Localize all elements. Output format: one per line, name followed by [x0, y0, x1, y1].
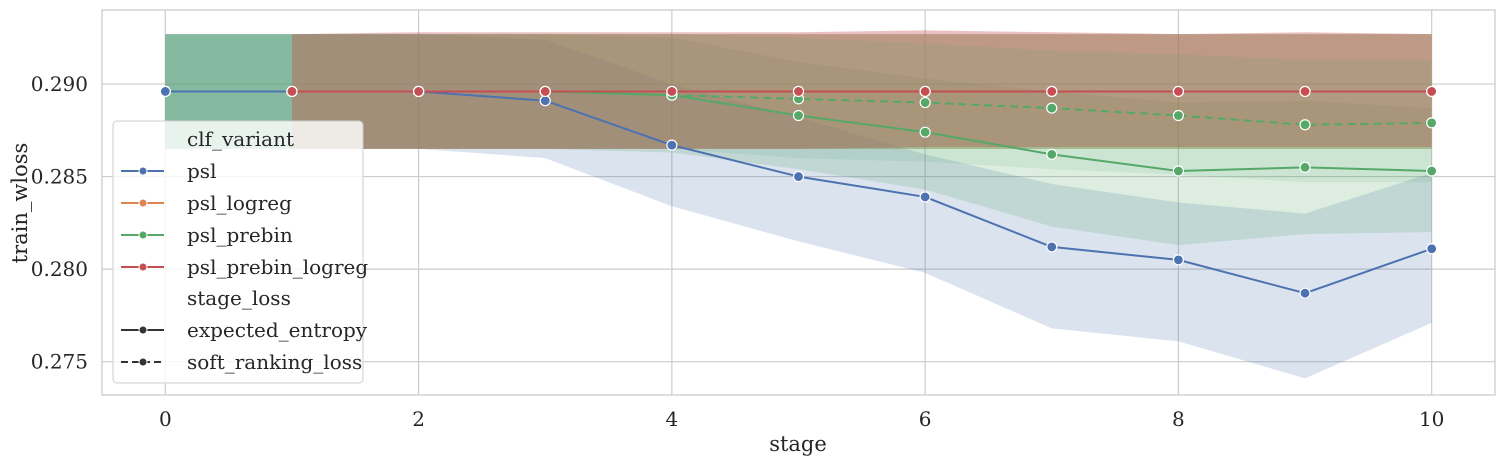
series-point	[1172, 85, 1185, 98]
y-tick-labels: 0.275 0.280 0.285 0.290	[31, 72, 88, 374]
legend-label-soft-ranking-loss: soft_ranking_loss	[187, 350, 362, 374]
x-tick-label: 6	[919, 407, 932, 431]
legend-label-psl-logreg: psl_logreg	[187, 191, 292, 215]
legend: clf_variant psl psl_logreg psl_prebin ps…	[112, 120, 368, 384]
series-point	[1426, 165, 1438, 177]
x-tick-label: 0	[159, 407, 172, 431]
series-point	[286, 85, 298, 98]
series-point	[1426, 117, 1438, 129]
series-point	[1299, 287, 1311, 299]
series-point	[1426, 243, 1438, 255]
series-point	[666, 139, 678, 151]
series-point	[919, 85, 931, 98]
confidence-band-2	[165, 34, 1432, 246]
series-point	[1172, 165, 1185, 177]
confidence-band-4	[291, 30, 1432, 149]
series-point	[919, 126, 931, 138]
series-point	[919, 96, 931, 109]
y-tick-label: 0.285	[31, 165, 88, 189]
series-point	[1046, 148, 1058, 160]
legend-marker-psl	[138, 166, 148, 176]
series-point	[412, 85, 425, 98]
legend-marker-psl-prebin	[138, 230, 148, 240]
series-point	[1172, 109, 1185, 122]
series-point	[1299, 85, 1311, 98]
series-point	[1299, 161, 1311, 173]
series-point	[1046, 241, 1058, 253]
legend-label-psl-prebin: psl_prebin	[187, 223, 293, 247]
series-point	[1426, 85, 1438, 98]
x-tick-label: 10	[1419, 407, 1444, 431]
legend-title-stage-loss: stage_loss	[187, 286, 291, 310]
series-point	[159, 85, 171, 98]
legend-marker-psl-prebin-logreg	[138, 262, 148, 272]
series-point	[919, 191, 931, 203]
legend-marker-psl-logreg	[138, 198, 148, 208]
series-point	[539, 95, 551, 107]
series-point	[792, 109, 805, 122]
series-point	[666, 85, 678, 98]
y-tick-label: 0.290	[31, 72, 88, 96]
y-axis-label: train_wloss	[8, 143, 32, 264]
series-point	[539, 85, 551, 98]
series-point	[1046, 102, 1058, 114]
plot-frame	[101, 9, 1496, 396]
x-tick-label: 2	[412, 407, 425, 431]
y-tick-label: 0.280	[31, 257, 88, 281]
x-tick-label: 8	[1172, 407, 1185, 431]
legend-marker-expected-entropy	[138, 325, 148, 335]
x-tick-labels: 0 2 4 6 8 10	[159, 407, 1444, 431]
confidence-bands	[165, 30, 1432, 379]
series-markers	[159, 85, 1438, 299]
legend-title-clf-variant: clf_variant	[187, 127, 294, 151]
confidence-band-1	[165, 34, 1432, 379]
legend-label-psl: psl	[187, 159, 216, 183]
series-point	[1172, 254, 1185, 266]
x-tick-label: 4	[665, 407, 678, 431]
series-point	[792, 85, 805, 98]
confidence-band-5	[165, 34, 1432, 183]
legend-label-psl-prebin-logreg: psl_prebin_logreg	[187, 255, 368, 279]
x-axis-label: stage	[769, 432, 827, 456]
legend-box	[112, 120, 364, 384]
series-point	[1046, 85, 1058, 98]
series-point	[792, 170, 805, 183]
legend-label-expected-entropy: expected_entropy	[187, 318, 368, 342]
series-point	[1299, 119, 1311, 131]
y-tick-label: 0.275	[31, 350, 88, 374]
legend-marker-soft-ranking-loss	[138, 357, 148, 367]
